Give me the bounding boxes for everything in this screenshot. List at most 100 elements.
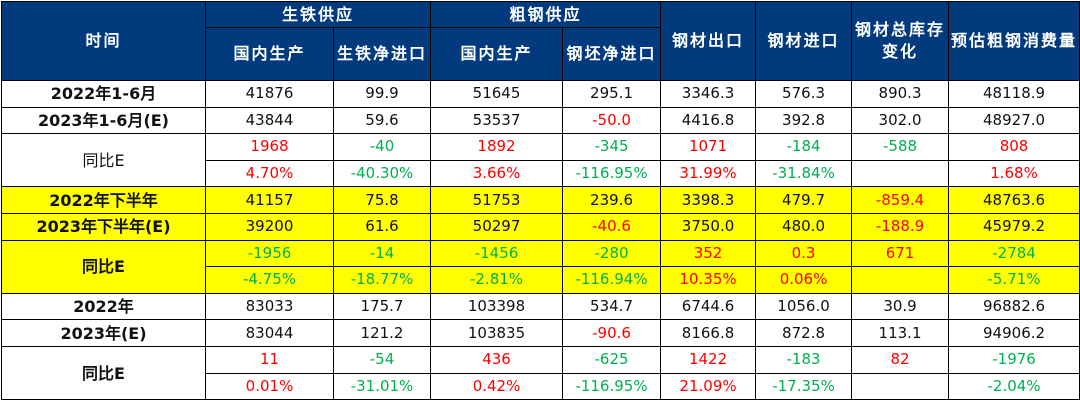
- yoy-percent-cell: -18.77%: [332, 266, 432, 294]
- data-cell: 50297: [430, 212, 564, 241]
- header-domestic-production-crude-steel: 国内生产: [430, 27, 564, 81]
- row-label: 2023年1-6月(E): [1, 106, 206, 135]
- data-cell: 61.6: [332, 212, 432, 241]
- data-cell: 41157: [205, 186, 334, 214]
- yoy-percent-cell: 0.42%: [430, 372, 564, 400]
- yoy-label: 同比E: [1, 239, 206, 294]
- yoy-percent-cell: -116.94%: [562, 266, 662, 294]
- yoy-percent-cell: 0.01%: [205, 372, 334, 400]
- data-cell: 302.0: [851, 106, 950, 135]
- data-cell: 83044: [205, 319, 334, 347]
- yoy-percent-cell: -31.01%: [332, 372, 432, 400]
- yoy-change-cell: 11: [205, 345, 334, 374]
- header-steel-inventory-change: 钢材总库存变化: [851, 1, 950, 81]
- data-cell: 576.3: [755, 80, 853, 108]
- table-row: 2023年1-6月(E) 43844 59.6 53537 -50.0 4416.8 392…: [1, 106, 1080, 135]
- yoy-change-cell: -184: [755, 133, 853, 161]
- header-billet-net-import: 钢坯净进口: [562, 27, 662, 81]
- row-label: 2022年: [1, 292, 206, 321]
- data-cell: 121.2: [332, 319, 432, 347]
- yoy-row: -4.75% -18.77% -2.81% -116.94% 10.35% 0.06% -5…: [2, 266, 1080, 294]
- data-cell: 39200: [205, 212, 334, 241]
- table-body: 2022年1-6月 41876 99.9 51645 295.1 3346.3 576.3 8…: [1, 80, 1080, 400]
- data-cell: 6744.6: [660, 292, 757, 321]
- yoy-row: 0.01% -31.01% 0.42% -116.95% 21.09% -17.35% -2…: [2, 372, 1080, 400]
- yoy-change-cell: 1968: [205, 133, 334, 161]
- header-pig-iron-net-import: 生铁净进口: [332, 27, 432, 81]
- data-cell: 113.1: [851, 319, 950, 347]
- yoy-label: 同比E: [1, 133, 206, 188]
- yoy-change-cell: -588: [851, 133, 950, 161]
- yoy-percent-cell: 4.70%: [205, 159, 334, 188]
- header-domestic-production-pig-iron: 国内生产: [205, 27, 334, 81]
- yoy-change-cell: -280: [562, 239, 662, 268]
- yoy-change-cell: -2784: [948, 239, 1080, 268]
- row-label: 2022年1-6月: [1, 80, 206, 108]
- yoy-row: 同比E 1968 -40 1892 -345 1071 -184 -588 808: [1, 133, 1080, 188]
- yoy-row: 同比E 11 -54 436 -625 1422 -183 82 -1976: [1, 345, 1080, 400]
- yoy-percent-cell: 0.06%: [755, 266, 853, 294]
- table-row: 2022年 83033 175.7 103398 534.7 6744.6 1056.0 30…: [1, 292, 1080, 321]
- row-label: 2023年(E): [1, 319, 206, 347]
- data-cell: 890.3: [851, 80, 950, 108]
- data-cell: 103398: [430, 292, 564, 321]
- header-steel-import: 钢材进口: [755, 1, 853, 81]
- yoy-change-cell: -183: [755, 345, 853, 374]
- data-cell: 175.7: [332, 292, 432, 321]
- yoy-change-cell: -54: [332, 345, 432, 374]
- table-row: 2022年1-6月 41876 99.9 51645 295.1 3346.3 576.3 8…: [1, 80, 1080, 108]
- yoy-change-cell: -40: [332, 133, 432, 161]
- yoy-change-cell: 0.3: [755, 239, 853, 268]
- yoy-change-cell: 436: [430, 345, 564, 374]
- yoy-change-cell: 808: [948, 133, 1080, 161]
- data-cell: 3346.3: [660, 80, 757, 108]
- yoy-percent-cell: 21.09%: [660, 372, 757, 400]
- data-cell: 872.8: [755, 319, 853, 347]
- yoy-percent-cell: 10.35%: [660, 266, 757, 294]
- yoy-percent-cell: -17.35%: [755, 372, 853, 400]
- yoy-percent-cell: -2.81%: [430, 266, 564, 294]
- yoy-row: 同比E -1956 -14 -1456 -280 352 0.3 671 -2784: [1, 239, 1080, 294]
- data-cell: 75.8: [332, 186, 432, 214]
- yoy-percent-cell: 3.66%: [430, 159, 564, 188]
- yoy-percent-cell: 1.68%: [948, 159, 1080, 188]
- data-cell: 45979.2: [948, 212, 1080, 241]
- data-cell: 83033: [205, 292, 334, 321]
- data-cell: 3398.3: [660, 186, 757, 214]
- data-cell: 295.1: [562, 80, 662, 108]
- yoy-percent-cell: [851, 266, 950, 294]
- data-cell: 30.9: [851, 292, 950, 321]
- yoy-percent-cell: 31.99%: [660, 159, 757, 188]
- yoy-percent-cell: [851, 372, 950, 400]
- data-cell: 479.7: [755, 186, 853, 214]
- data-cell: 96882.6: [948, 292, 1080, 321]
- yoy-percent-cell: -31.84%: [755, 159, 853, 188]
- data-cell: 3750.0: [660, 212, 757, 241]
- data-cell: 51753: [430, 186, 564, 214]
- data-cell: -50.0: [562, 106, 662, 135]
- table-row: 2022年下半年 41157 75.8 51753 239.6 3398.3 479.7 -8…: [1, 186, 1080, 214]
- table-header: 时间 生铁供应 粗钢供应 钢材出口 钢材进口 钢材总库存变化 预估粗钢消费量 国…: [1, 1, 1080, 81]
- data-cell: 53537: [430, 106, 564, 135]
- row-label: 2022年下半年: [1, 186, 206, 214]
- data-cell: 99.9: [332, 80, 432, 108]
- yoy-change-cell: 1892: [430, 133, 564, 161]
- yoy-change-cell: 82: [851, 345, 950, 374]
- data-cell: 480.0: [755, 212, 853, 241]
- yoy-change-cell: 1422: [660, 345, 757, 374]
- data-cell: 94906.2: [948, 319, 1080, 347]
- data-cell: 1056.0: [755, 292, 853, 321]
- data-cell: 48927.0: [948, 106, 1080, 135]
- header-pig-iron-supply: 生铁供应: [204, 1, 432, 28]
- yoy-change-cell: -345: [562, 133, 662, 161]
- yoy-change-cell: -625: [562, 345, 662, 374]
- yoy-change-cell: -1456: [430, 239, 564, 268]
- data-cell: -90.6: [562, 319, 662, 347]
- data-cell: 41876: [205, 80, 334, 108]
- row-label: 2023年下半年(E): [1, 212, 206, 241]
- table-row: 2023年(E) 83044 121.2 103835 -90.6 8166.8 872.8…: [1, 319, 1080, 347]
- yoy-row: 4.70% -40.30% 3.66% -116.95% 31.99% -31.84% 1.…: [2, 159, 1080, 188]
- yoy-change-cell: -1976: [948, 345, 1080, 374]
- yoy-percent-cell: [851, 159, 950, 188]
